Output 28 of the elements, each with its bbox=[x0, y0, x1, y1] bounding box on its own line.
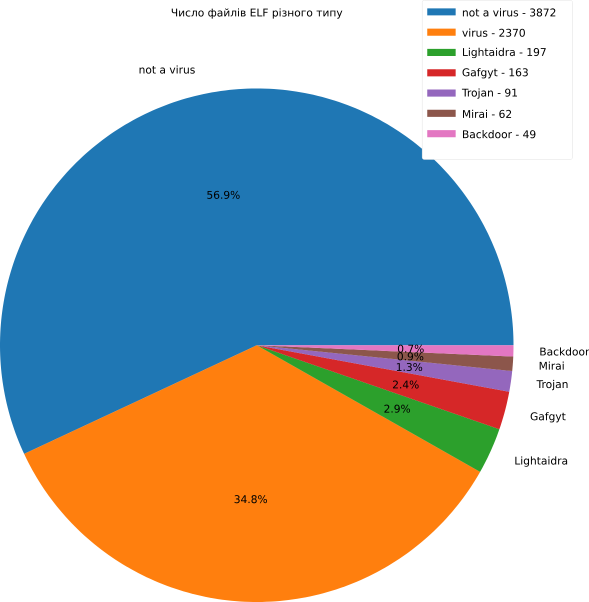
data-label: 2.9% bbox=[384, 404, 410, 413]
text: - 197 bbox=[519, 48, 546, 56]
data-label: 1.3% bbox=[396, 362, 422, 372]
legend-label: Gafgyt bbox=[462, 68, 498, 78]
data-label: 56.9% bbox=[207, 190, 240, 199]
text: - 2370 bbox=[492, 28, 525, 37]
slice-label: Gafgyt bbox=[530, 412, 566, 422]
legend-label: not a virus bbox=[462, 8, 518, 17]
slice-label: Backdoor bbox=[540, 347, 589, 356]
data-label: 2.4% bbox=[392, 380, 418, 389]
data-label: 34.8% bbox=[234, 495, 267, 504]
text: - 49 bbox=[516, 130, 536, 138]
legend-label: virus bbox=[462, 28, 488, 37]
text: - 3872 bbox=[522, 8, 556, 17]
text: Число файлів ELF різного типу bbox=[172, 8, 342, 19]
legend-label: Trojan bbox=[462, 88, 493, 99]
data-label: 0.9% bbox=[397, 352, 424, 360]
text: - 91 bbox=[498, 88, 517, 97]
slice-label: Trojan bbox=[536, 380, 568, 390]
slice-label: Mirai bbox=[540, 362, 564, 370]
data-label: 0.7% bbox=[398, 344, 424, 353]
legend-label: Mirai bbox=[462, 110, 487, 118]
legend-label: Backdoor bbox=[462, 130, 512, 138]
text: - 163 bbox=[501, 68, 528, 76]
slice-label: Lightaidra bbox=[515, 456, 567, 467]
legend-label: Lightaidra bbox=[462, 48, 515, 58]
text: - 62 bbox=[492, 110, 511, 118]
slice-label: not a virus bbox=[139, 65, 195, 74]
